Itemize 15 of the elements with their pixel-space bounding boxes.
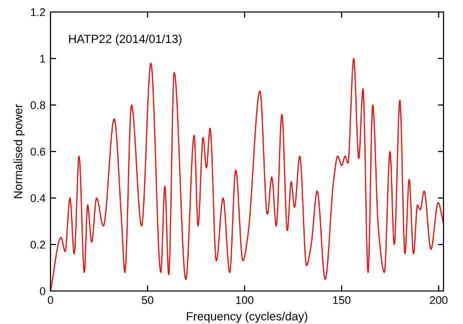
y-tick-label: 1 bbox=[40, 54, 46, 63]
text: HATP22 (2014/01/13) bbox=[69, 34, 182, 46]
x-tick-label: 150 bbox=[333, 296, 350, 304]
y-tick-label: 0.2 bbox=[30, 240, 46, 249]
y-tick-label: 0.4 bbox=[30, 194, 46, 202]
x-tick-label: 200 bbox=[430, 296, 448, 304]
x-axis-title: Frequency (cycles/day) bbox=[186, 312, 308, 323]
x-tick-label: 0 bbox=[48, 296, 54, 304]
x-tick-label: 50 bbox=[142, 296, 154, 304]
y-axis-title: Normalised power bbox=[14, 104, 25, 198]
y-tick-label: 0 bbox=[40, 287, 46, 296]
x-tick-label: 100 bbox=[236, 296, 254, 304]
y-tick-label: 0.6 bbox=[30, 148, 46, 156]
y-tick-label: 0.8 bbox=[30, 101, 46, 110]
y-tick-label: 1.2 bbox=[31, 8, 46, 16]
